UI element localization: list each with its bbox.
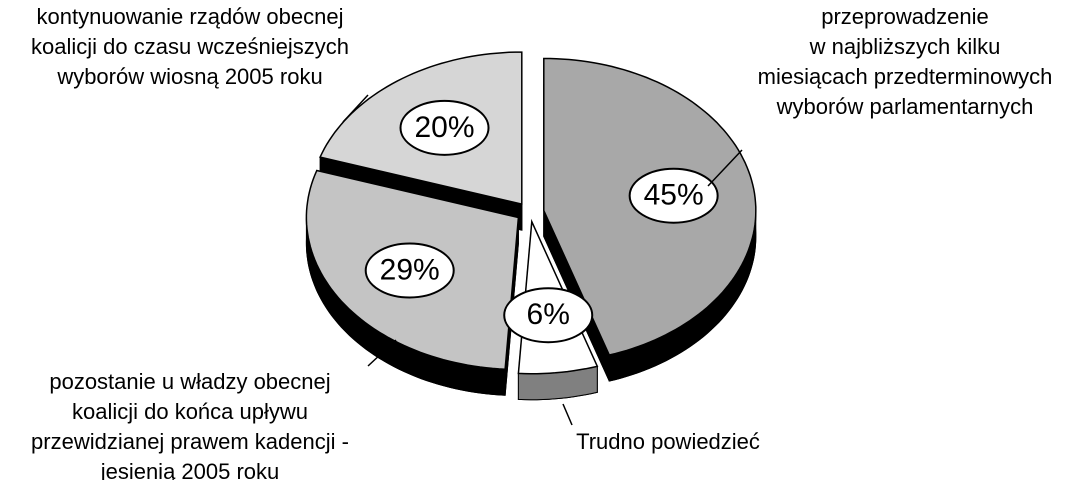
value-label: 29% (380, 253, 440, 286)
category-label: miesiącach przedterminowych (758, 64, 1053, 89)
category-label: pozostanie u władzy obecnej (49, 369, 330, 394)
category-label: Trudno powiedzieć (576, 429, 760, 454)
category-label: kontynuowanie rządów obecnej (37, 4, 344, 29)
category-label: koalicji do końca upływu (72, 399, 308, 424)
value-label-bg (503, 287, 594, 344)
category-label: wyborów parlamentarnych (776, 94, 1034, 119)
leader-line (707, 149, 743, 187)
category-label: przeprowadzenie (821, 4, 989, 29)
value-label-bg (628, 167, 719, 224)
value-label-bg (364, 242, 455, 299)
value-label: 6% (527, 298, 570, 331)
value-label: 45% (644, 179, 704, 212)
leader-line (342, 94, 369, 123)
category-label: koalicji do czasu wcześniejszych (31, 34, 349, 59)
category-label: w najbliższych kilku (809, 34, 1001, 59)
category-label: jesienią 2005 roku (100, 459, 280, 480)
leader-line (367, 339, 397, 367)
category-label: przewidzianej prawem kadencji - (31, 429, 349, 454)
value-label: 20% (414, 111, 474, 144)
value-label-bg (399, 99, 490, 156)
category-label: wyborów wiosną 2005 roku (56, 64, 322, 89)
leader-line (562, 403, 573, 426)
